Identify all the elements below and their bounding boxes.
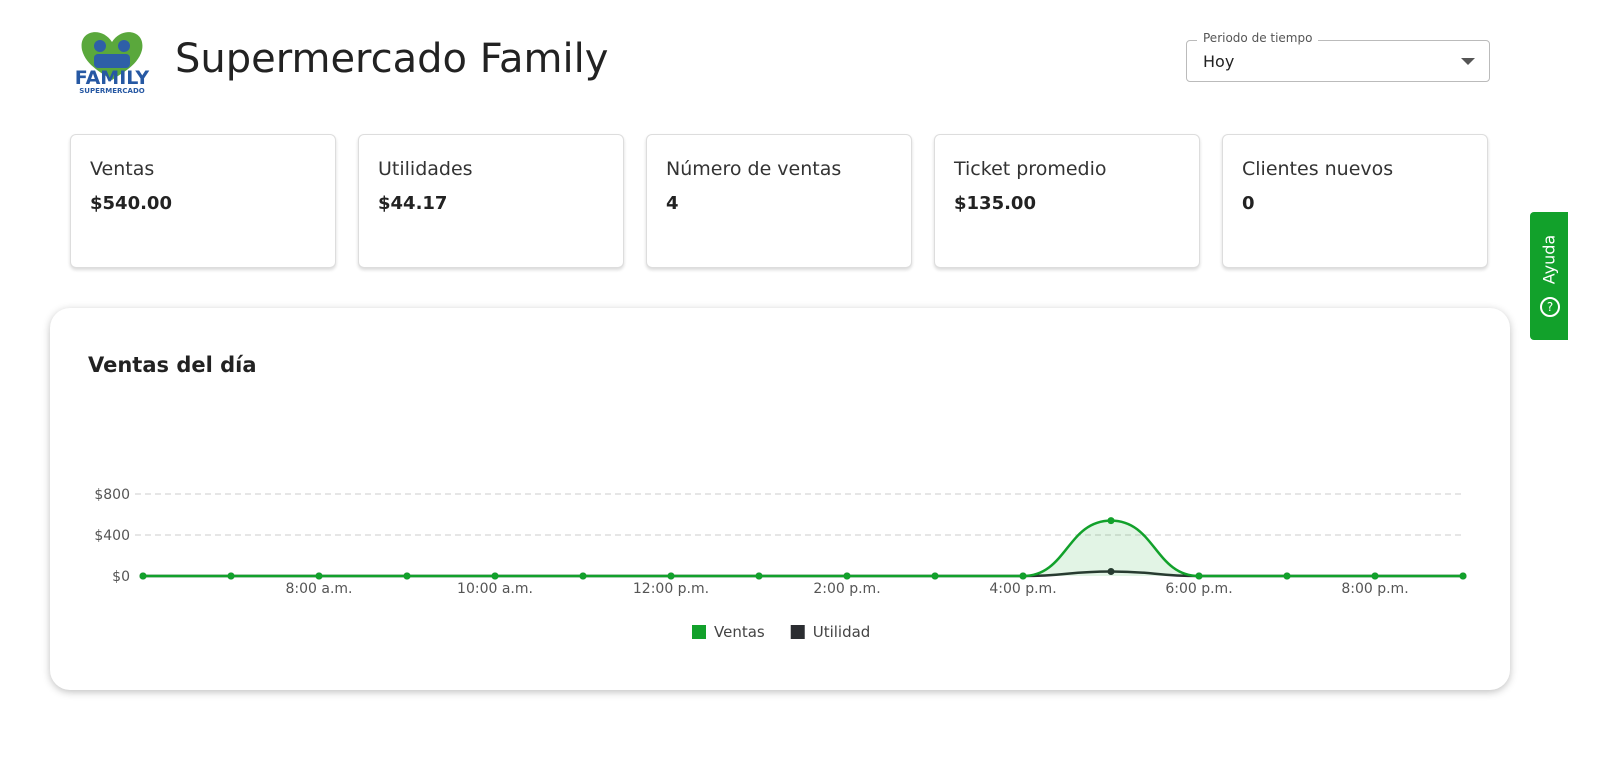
point [1107,567,1115,575]
kpi-value: $540.00 [90,193,172,214]
kpi-card: Utilidades $44.17 [358,134,624,268]
help-tab[interactable]: Ayuda ? [1530,212,1568,340]
kpi-value: $135.00 [954,193,1036,214]
logo-figure [94,40,106,52]
x-tick-label: 6:00 p.m. [1165,581,1232,597]
point [667,572,675,580]
point [491,572,499,580]
kpi-card: Ventas $540.00 [70,134,336,268]
x-tick-label: 2:00 p.m. [813,581,880,597]
x-tick-label: 10:00 a.m. [457,581,533,597]
kpi-value: $44.17 [378,193,448,214]
point [843,572,851,580]
logo-subtext: SUPERMERCADO [79,87,145,95]
x-tick-label: 8:00 p.m. [1341,581,1408,597]
x-tick-label: 12:00 p.m. [633,581,709,597]
help-label: Ayuda [1539,234,1559,285]
point [403,572,411,580]
select-value: Hoy [1203,52,1235,71]
dropdown-arrow [1461,58,1475,65]
legend-label: Utilidad [813,623,871,641]
logo-figure [94,54,130,68]
chart-title: Ventas del día [88,353,257,377]
page-title: Supermercado Family [175,36,609,82]
area [143,520,1463,576]
y-tick-label: $800 [94,487,130,503]
y-tick-label: $0 [112,569,130,585]
point [1107,517,1115,525]
kpi-value: 4 [666,193,679,214]
logo-figure [118,40,130,52]
select-label: Periodo de tiempo [1197,31,1319,45]
point [755,572,763,580]
kpi-card: Número de ventas 4 [646,134,912,268]
point [1195,572,1203,580]
point [1371,572,1379,580]
logo-text: FAMILY [75,67,150,89]
kpi-card: Clientes nuevos 0 [1222,134,1488,268]
legend-label: Ventas [714,623,765,641]
svg-text:?: ? [1547,300,1553,314]
point [579,572,587,580]
chart-panel: Ventas del día $0 $400 $800 8:00 a.m. 10:00 … [50,308,1510,690]
logo: FAMILY SUPERMERCADO [75,32,150,95]
kpi-value: 0 [1242,193,1255,214]
y-tick-label: $400 [94,528,130,544]
point [1283,572,1291,580]
legend-swatch [790,625,805,639]
chart: Ventas del día $0 $400 $800 8:00 a.m. 10:00 … [88,353,1467,641]
line [143,519,1463,578]
x-tick-label: 8:00 a.m. [285,581,352,597]
period-select[interactable]: Periodo de tiempo Hoy [1186,31,1490,82]
kpi-label: Clientes nuevos [1242,158,1394,180]
point [139,572,147,580]
point [315,572,323,580]
kpi-label: Ticket promedio [954,158,1107,180]
kpi-label: Ventas [90,158,155,180]
kpi-card: Ticket promedio $135.00 [934,134,1200,268]
point [931,572,939,580]
help-icon: ? [1540,297,1560,317]
point [227,572,235,580]
point [1459,572,1467,580]
point [1019,572,1027,580]
legend-swatch [692,625,706,639]
kpi-label: Utilidades [378,158,473,180]
x-tick-label: 4:00 p.m. [989,581,1056,597]
kpi-label: Número de ventas [666,158,842,180]
